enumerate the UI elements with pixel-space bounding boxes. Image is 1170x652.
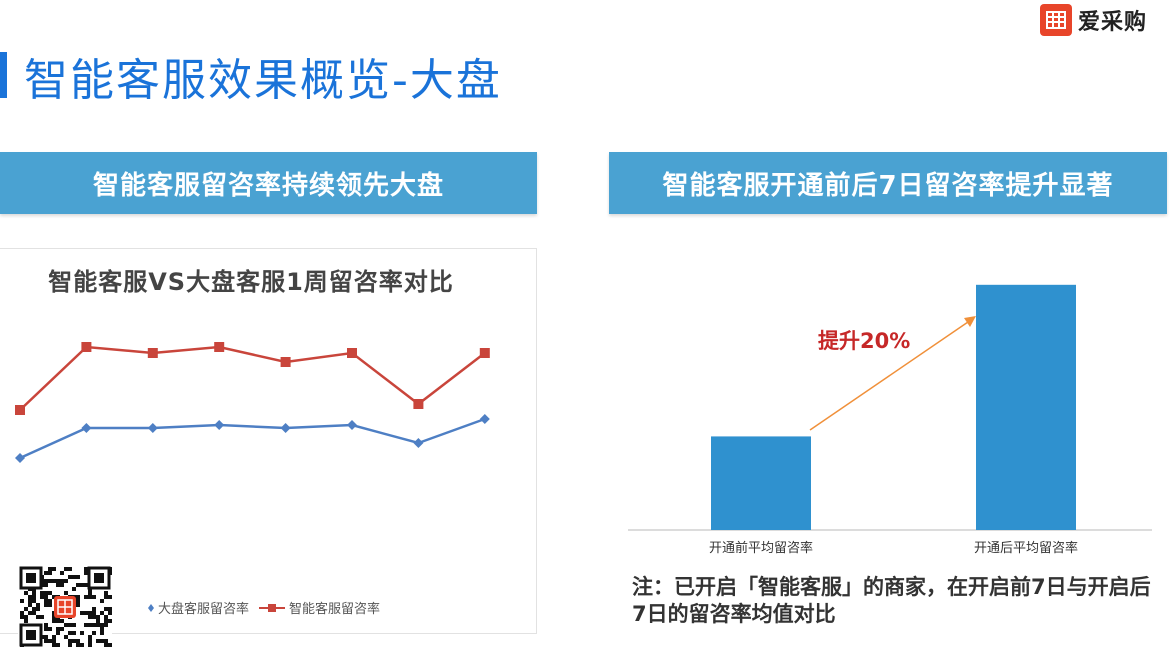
logo-icon [1040,4,1072,36]
bar-label-1: 开通后平均留咨率 [974,540,1078,556]
page-title: 智能客服效果概览-大盘 [24,55,502,106]
line-point-0-5 [347,420,357,430]
bar-1 [976,284,1076,530]
line-point-0-3 [214,420,225,430]
line-point-1-5 [347,348,357,358]
bar-label-0: 开通前平均留咨率 [709,540,813,556]
left-banner: 智能客服留咨率持续领先大盘 [0,152,537,214]
legend-label-market: 大盘客服留咨率 [158,602,250,617]
line-series-1 [19,345,486,411]
line-point-1-3 [214,342,225,352]
line-series-0 [19,417,486,460]
chart-note: 注：已开启「智能客服」的商家，在开启前7日与开启后7日的留咨率均值对比 [632,575,1151,626]
line-point-1-1 [81,342,92,352]
line-point-1-0 [15,405,25,415]
growth-arrow-head [964,316,976,327]
line-chart-title: 智能客服VS大盘客服1周留咨率对比 [48,268,454,296]
line-chart [15,342,490,463]
line-point-0-7 [479,414,490,424]
legend-diamond-icon [148,603,154,613]
line-point-0-6 [413,438,424,448]
line-point-0-1 [81,423,92,433]
right-banner: 智能客服开通前后7日留咨率提升显著 [609,152,1167,214]
line-point-0-2 [147,423,158,433]
legend-label-smart: 智能客服留咨率 [289,602,381,617]
bar-chart: 提升20% 开通前平均留咨率 开通后平均留咨率 [628,284,1152,556]
legend-item-market: 大盘客服留咨率 [148,598,249,617]
logo-text: 爱采购 [1078,10,1148,35]
legend-item-smart: 智能客服留咨率 [259,598,380,617]
line-chart-legend: 大盘客服留咨率 智能客服留咨率 [148,598,390,617]
qr-code-icon [18,566,112,648]
line-point-1-7 [479,348,490,358]
title-accent-bar [0,52,7,98]
line-point-1-4 [280,357,291,367]
brand-logo: 爱采购 [1040,4,1147,36]
growth-arrow [809,321,969,431]
line-point-0-0 [15,453,25,463]
line-point-1-6 [413,399,424,409]
growth-annotation: 提升20% [818,329,910,353]
line-point-1-2 [147,348,158,358]
bar-0 [711,436,811,530]
legend-square-icon [259,603,286,613]
line-point-0-4 [280,423,291,433]
